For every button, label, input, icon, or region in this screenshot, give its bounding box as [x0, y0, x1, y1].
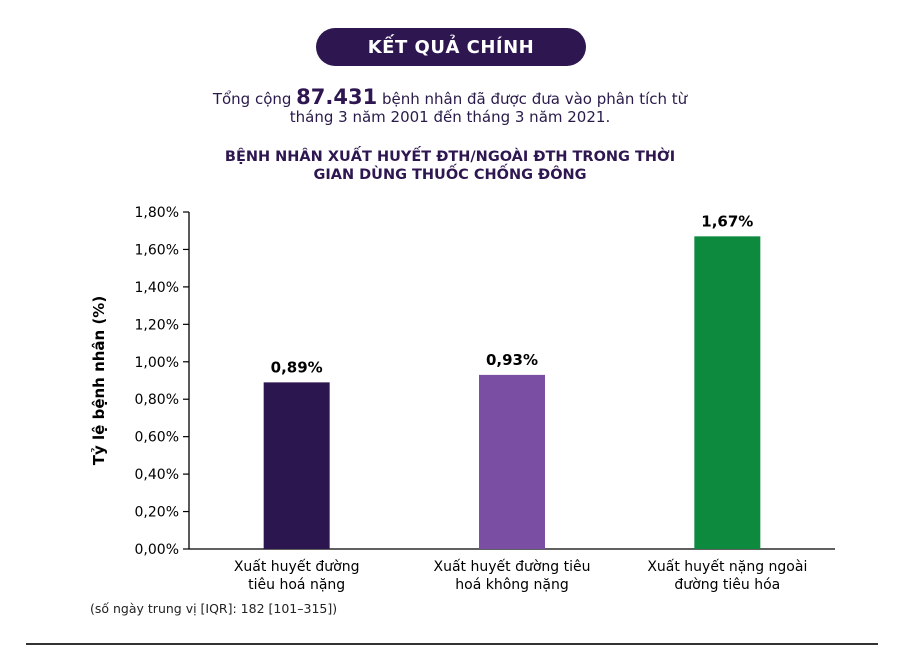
chart-title-line-1: BỆNH NHÂN XUẤT HUYẾT ĐTH/NGOÀI ĐTH TRONG…: [224, 149, 676, 165]
patient-count: 87.431: [296, 85, 378, 109]
summary-line-2: tháng 3 năm 2001 đến tháng 3 năm 2021.: [289, 108, 611, 126]
y-tick-label: 0,40%: [135, 467, 179, 483]
bar-value-label: 1,67%: [701, 212, 753, 230]
y-tick-label: 0,60%: [135, 430, 179, 446]
y-tick-label: 1,20%: [135, 317, 179, 333]
x-category-label: tiêu hoá nặng: [248, 577, 345, 593]
y-tick-label: 1,80%: [135, 205, 179, 221]
y-tick-label: 0,00%: [135, 542, 179, 558]
x-category-label: Xuất huyết đường: [234, 558, 360, 575]
bar-value-label: 0,89%: [271, 358, 323, 376]
x-category-label: hoá không nặng: [455, 577, 568, 593]
y-tick-label: 1,00%: [135, 355, 179, 371]
summary-prefix: Tổng cộng: [212, 90, 297, 108]
bar-chart: 0,00% 0,20% 0,40% 0,60% 0,80% 1,00% 1,20% 1,40%…: [90, 205, 835, 593]
summary-line-1: Tổng cộng 87.431 bệnh nhân đã được đưa v…: [150, 85, 750, 109]
footnote: (số ngày trung vị [IQR]: 182 [101–315]): [90, 601, 338, 616]
chart-title-line-2: GIAN DÙNG THUỐC CHỐNG ĐÔNG: [313, 167, 587, 183]
y-tick-label: 0,20%: [135, 505, 179, 521]
y-tick-label: 1,40%: [135, 280, 179, 296]
y-axis-title: Tỷ lệ bệnh nhân (%): [90, 296, 108, 465]
bar: [694, 236, 761, 550]
y-tick-label: 1,60%: [135, 242, 179, 258]
header-title: KẾT QUẢ CHÍNH: [367, 36, 535, 58]
bar-value-label: 0,93%: [486, 351, 538, 369]
x-category-label: Xuất huyết nặng ngoài: [647, 558, 807, 575]
summary-suffix: bệnh nhân đã được đưa vào phân tích từ: [377, 90, 688, 108]
divider: [26, 643, 878, 645]
header-pill: KẾT QUẢ CHÍNH: [316, 28, 586, 66]
bar: [479, 374, 545, 549]
x-category-label: Xuất huyết đường tiêu: [434, 558, 591, 575]
bar: [263, 382, 330, 549]
x-category-label: đường tiêu hóa: [674, 577, 780, 593]
y-tick-label: 0,80%: [135, 392, 179, 408]
